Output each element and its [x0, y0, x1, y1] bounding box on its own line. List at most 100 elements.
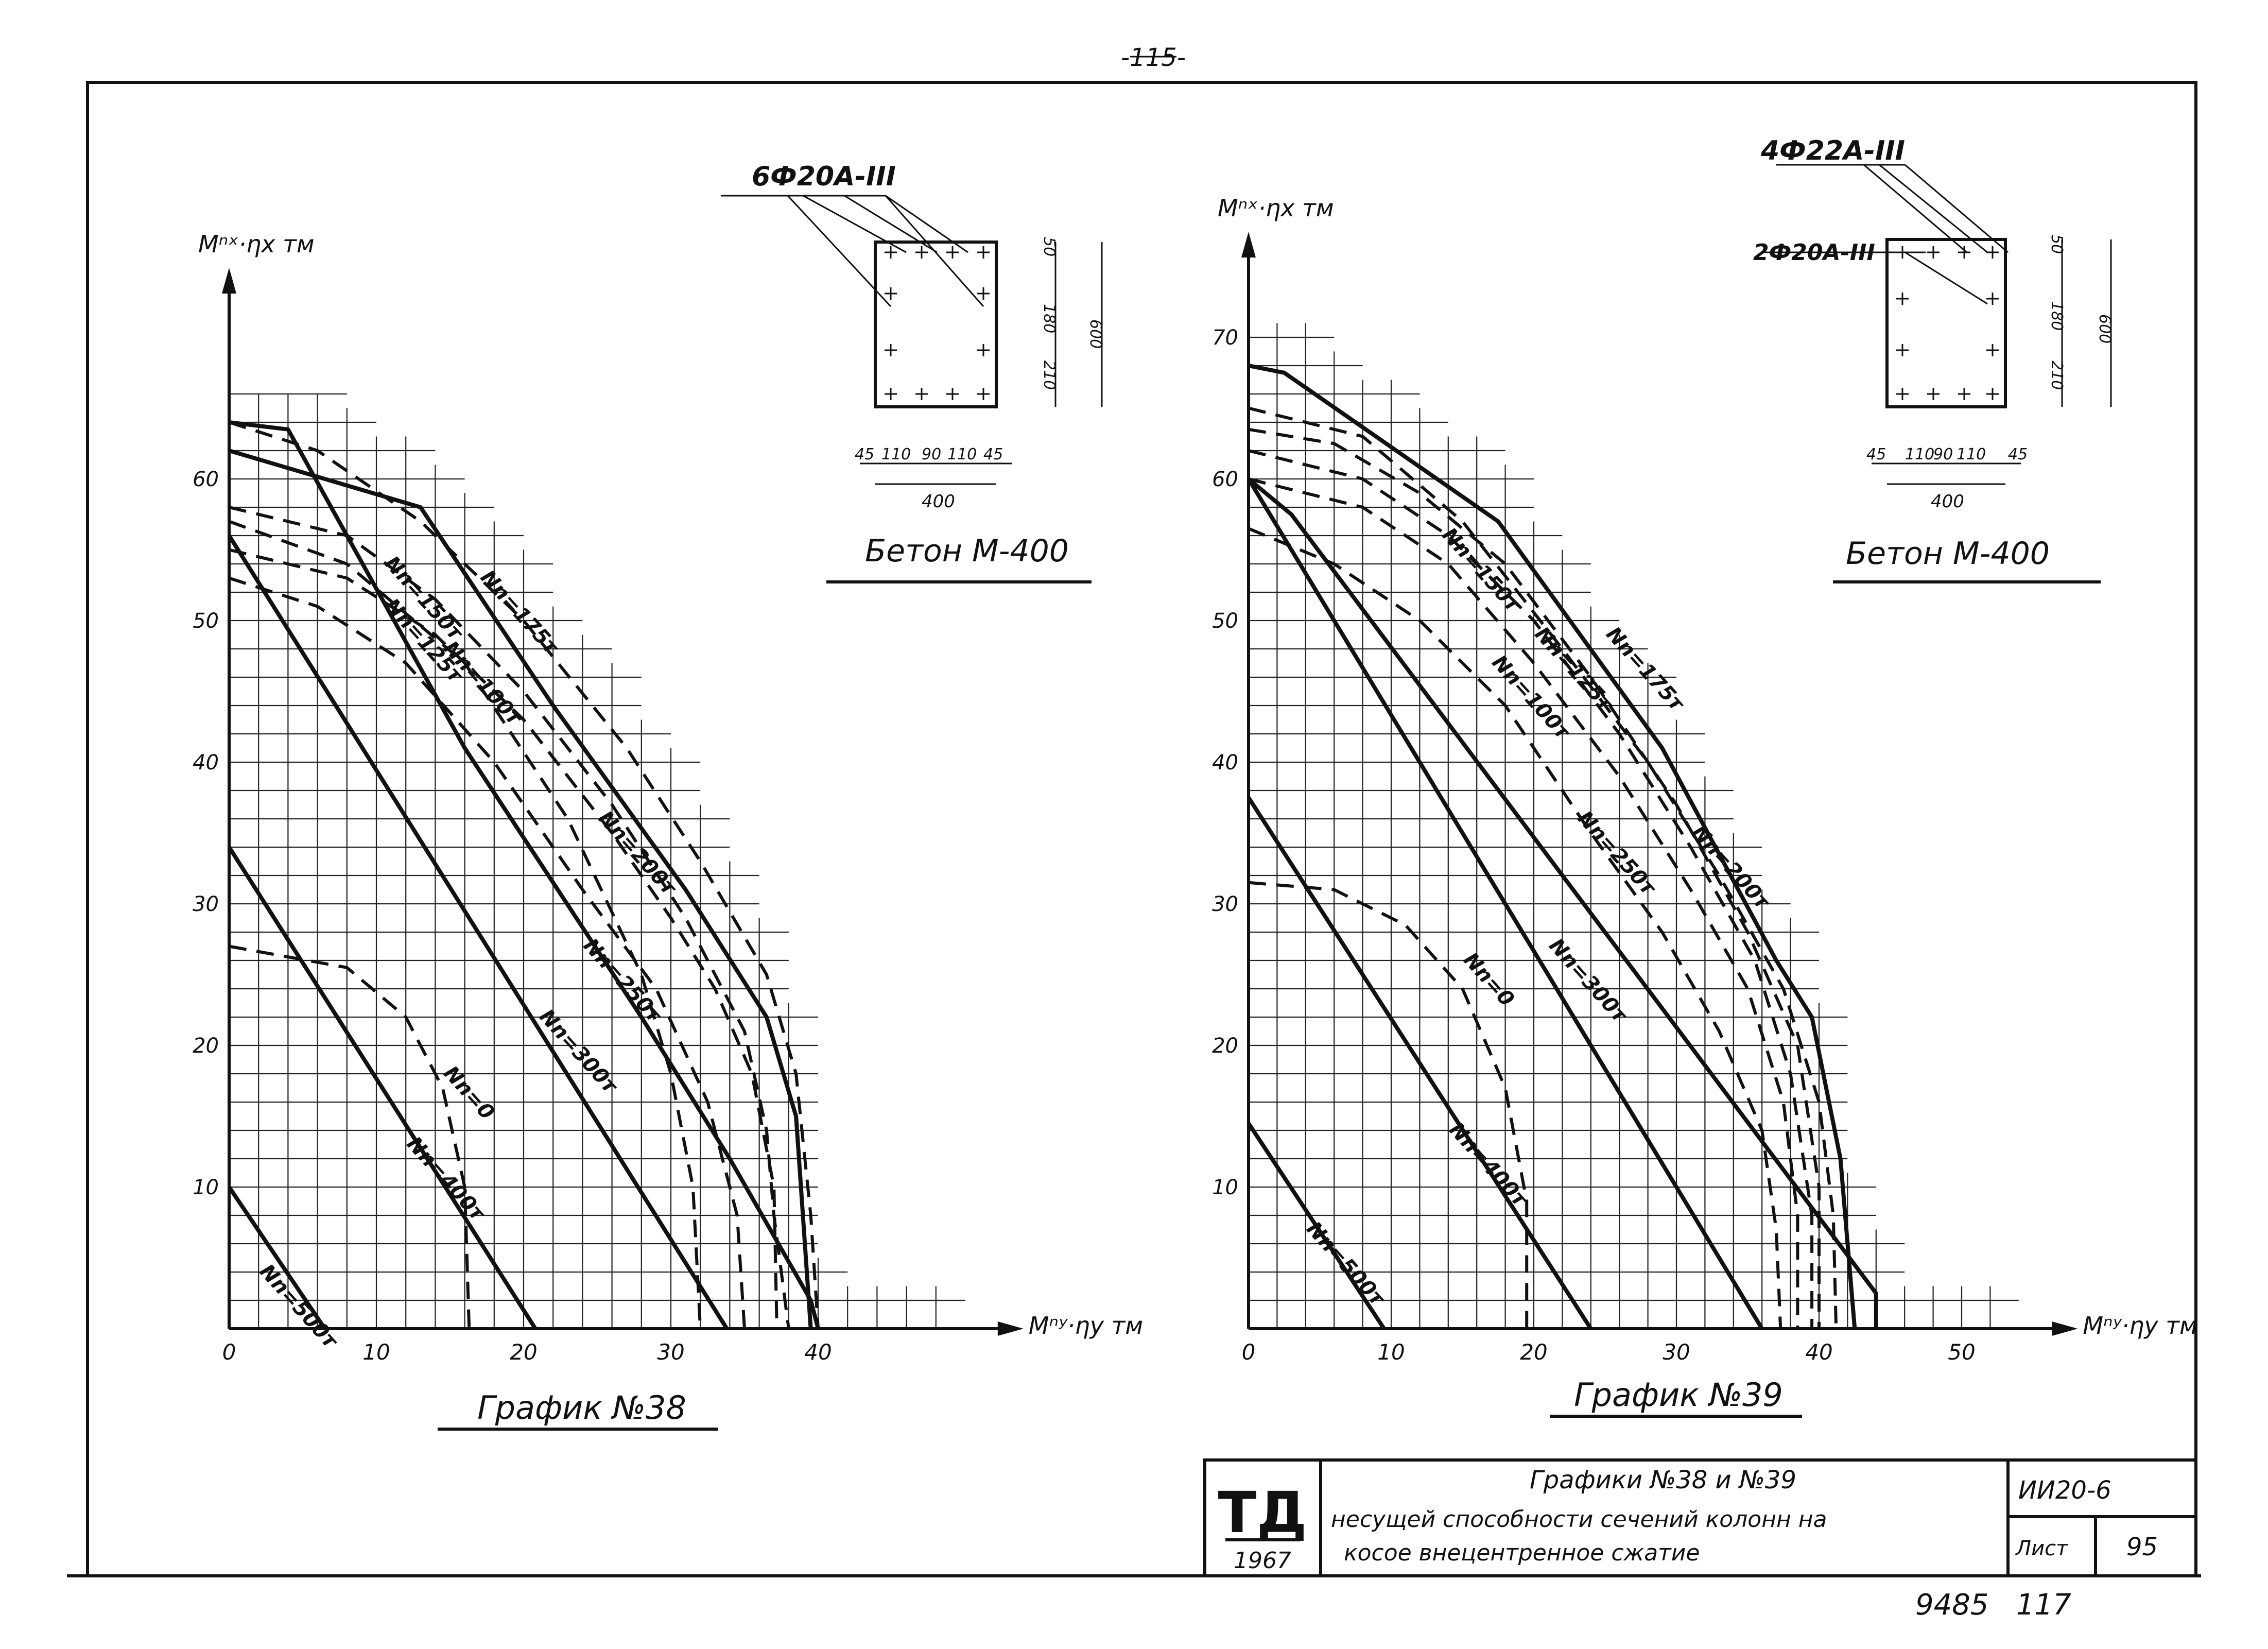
stamp-logo: ТД — [1218, 1480, 1307, 1545]
x-tick-label: 10 — [1377, 1339, 1405, 1365]
section-38-rebar: 6Ф20А-III — [752, 161, 896, 192]
x-tick-label: 20 — [1520, 1339, 1547, 1365]
section-39-dim-y: 50 — [2048, 234, 2066, 254]
series-line — [1246, 477, 1764, 1330]
section-39-leader — [1863, 164, 1967, 253]
section-38-dim-x: 110 — [881, 445, 911, 463]
x-tick-label: 0 — [222, 1339, 236, 1365]
series-label: Nn=500т — [255, 1260, 343, 1354]
section-39-dim-y: 180 — [2048, 301, 2066, 331]
y-axis-label: Mⁿˣ·ηx тм — [198, 230, 315, 258]
section-39-dim-y: 210 — [2048, 360, 2066, 390]
chart-39-title: График №39 — [1574, 1376, 1783, 1414]
sheet-number: 95 — [2126, 1533, 2158, 1561]
section-38-leader — [803, 195, 907, 253]
series-label: Nn=400т — [1444, 1118, 1532, 1212]
y-tick-label: 10 — [1212, 1176, 1238, 1199]
section-39-leader — [1879, 164, 1988, 253]
series-label: Nn=500т — [1302, 1217, 1390, 1311]
series-label: Nn=250т — [579, 934, 667, 1028]
series-line — [227, 846, 538, 1330]
section-39-dim-x: 45 — [1866, 445, 1886, 463]
y-tick-label: 20 — [1212, 1034, 1238, 1058]
section-39-outline — [1885, 238, 2007, 408]
section-38-height: 600 — [1086, 319, 1104, 349]
title-line-2: несущей способности сечений колонн на — [1331, 1506, 1827, 1533]
section-38-leader — [885, 195, 968, 253]
series-label: Nn=300т — [534, 1005, 622, 1099]
series-line — [229, 944, 471, 1329]
x-axis-label: Mⁿʸ·ηy тм — [2083, 1312, 2197, 1339]
section-39-dim-x: 45 — [2008, 445, 2028, 463]
section-39-dim-x: 110 — [1905, 445, 1934, 463]
inventory-number: 9485 117 — [1915, 1588, 2071, 1622]
series-line — [1246, 1122, 1386, 1330]
section-38-dim-x: 90 — [922, 445, 941, 463]
section-39-bars — [1896, 246, 1999, 400]
drawing-code: ИИ20-6 — [2018, 1476, 2111, 1505]
section-39-leader — [1905, 251, 1988, 305]
section-39-width: 400 — [1931, 491, 1964, 512]
section-38-leader — [885, 195, 984, 307]
x-tick-label: 40 — [1805, 1339, 1832, 1365]
series-line — [227, 1186, 327, 1330]
stamp-year: 1967 — [1234, 1548, 1291, 1574]
title-block: ТД 1967 Графики №38 и №39 несущей способ… — [1203, 1458, 2197, 1577]
y-tick-label: 40 — [1212, 751, 1238, 775]
x-tick-label: 0 — [1242, 1339, 1256, 1365]
y-axis-arrow — [1241, 232, 1256, 257]
chart-38-title: График №38 — [477, 1389, 686, 1427]
section-38-dim-y: 210 — [1040, 360, 1058, 390]
x-tick-label: 30 — [657, 1339, 684, 1365]
series-line — [229, 548, 778, 1329]
y-tick-label: 60 — [1212, 468, 1238, 491]
series-line — [229, 576, 746, 1329]
section-39-concrete: Бетон М-400 — [1846, 536, 2050, 572]
page-number: -115- — [1121, 43, 1186, 72]
section-38-dim-y: 180 — [1040, 304, 1058, 333]
title-line-3: косое внецентренное сжатие — [1344, 1540, 1700, 1566]
sheet-label: Лист — [2015, 1537, 2069, 1560]
y-axis-label: Mⁿˣ·ηx тм — [1218, 194, 1334, 222]
section-38-leader — [787, 195, 892, 307]
series-line — [228, 449, 813, 1329]
section-38-dim-x: 45 — [855, 445, 874, 463]
section-38-concrete: Бетон М-400 — [865, 533, 1069, 569]
series-line — [1248, 364, 1857, 1329]
section-38-dim-x: 45 — [983, 445, 1003, 463]
series-label: Nn=0 — [439, 1061, 499, 1124]
y-tick-label: 60 — [193, 468, 219, 491]
section-38-dim-y: 50 — [1040, 237, 1058, 256]
series-line — [229, 506, 790, 1329]
section-39-leader — [1905, 164, 2009, 253]
section-38-dim-x: 110 — [947, 445, 977, 463]
outer-frame — [86, 81, 2197, 1577]
section-39-height: 600 — [2096, 314, 2114, 343]
series-line — [229, 421, 820, 1329]
x-tick-label: 40 — [804, 1339, 832, 1365]
x-tick-label: 10 — [362, 1339, 390, 1365]
x-axis-label: Mⁿʸ·ηy тм — [1029, 1312, 1143, 1339]
title-line-1: Графики №38 и №39 — [1530, 1466, 1796, 1495]
series-line — [1247, 477, 1878, 1329]
y-axis-arrow — [222, 268, 236, 294]
series-label: Nn=150т — [1438, 523, 1526, 617]
y-tick-label: 50 — [1212, 609, 1238, 633]
series-line — [1248, 449, 1814, 1329]
series-line — [227, 534, 729, 1330]
chart-grid — [1248, 323, 2019, 1329]
y-tick-label: 40 — [193, 751, 219, 775]
x-tick-label: 20 — [510, 1339, 537, 1365]
series-label: Nn=400т — [402, 1132, 490, 1226]
y-tick-label: 30 — [1212, 892, 1238, 916]
section-38-width: 400 — [922, 491, 955, 512]
section-38-leader — [844, 195, 938, 253]
section-38-outline — [874, 241, 998, 408]
y-tick-label: 20 — [193, 1034, 219, 1058]
y-tick-label: 50 — [193, 609, 219, 633]
series-line — [1248, 427, 1821, 1329]
section-38-bars — [885, 246, 990, 400]
x-axis-arrow — [997, 1321, 1024, 1336]
section-39: 4Ф22А-III 2Ф20А-III 45 110 90 110 45 400… — [1753, 135, 2114, 583]
